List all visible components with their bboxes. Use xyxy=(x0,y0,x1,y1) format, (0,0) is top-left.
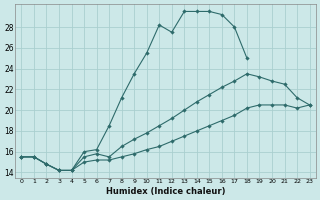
X-axis label: Humidex (Indice chaleur): Humidex (Indice chaleur) xyxy=(106,187,225,196)
